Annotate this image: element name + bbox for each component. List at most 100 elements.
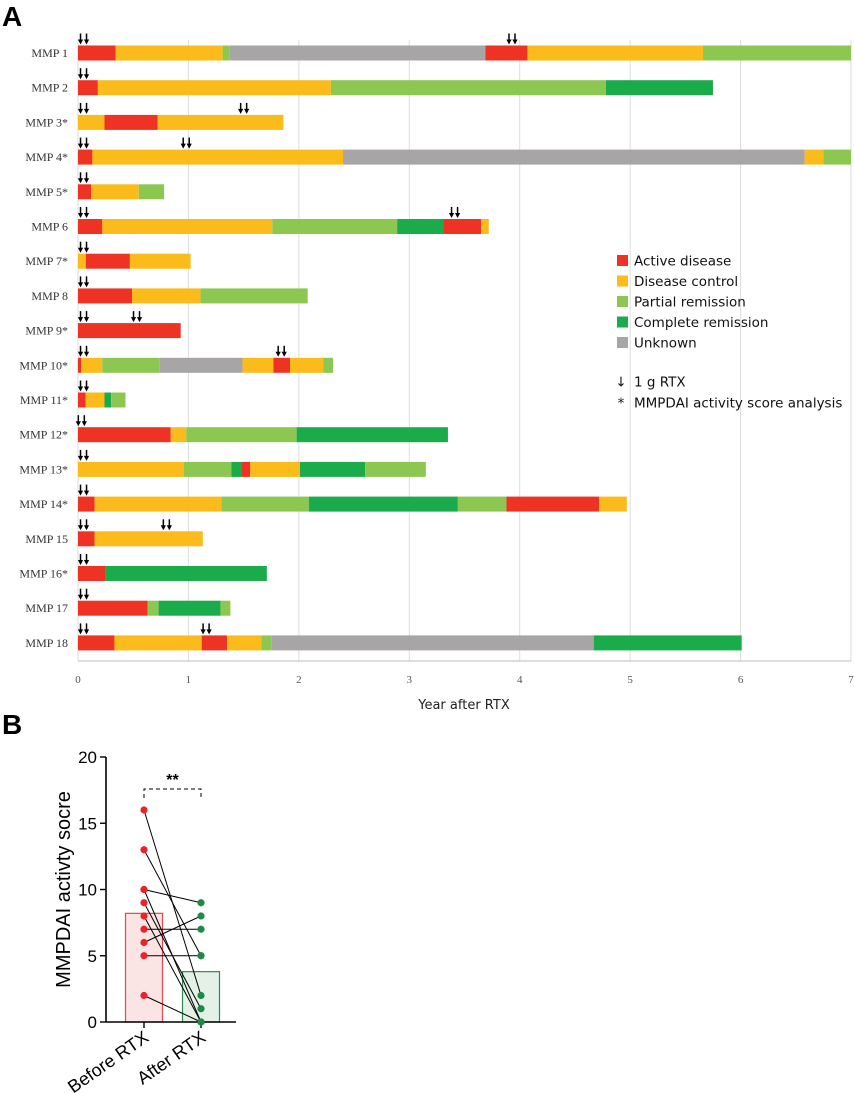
segment-control — [132, 288, 201, 304]
segment-control — [599, 496, 627, 512]
rtx-arrow-head — [83, 525, 90, 531]
segment-active — [78, 288, 133, 304]
panel-a-bars — [78, 45, 851, 651]
segment-complete — [158, 600, 221, 616]
rtx-arrow-head — [83, 143, 90, 149]
pair-line — [143, 889, 202, 904]
segment-control — [94, 496, 222, 512]
rtx-arrow-head — [83, 39, 90, 45]
panel-a-x-axis-title: Year after RTX — [417, 698, 510, 713]
legend-note: 1 g RTX — [634, 375, 686, 391]
segment-control — [290, 357, 324, 373]
after-point — [197, 1018, 205, 1026]
segment-active — [78, 392, 86, 408]
segment-active — [78, 219, 103, 234]
segment-partial — [272, 219, 398, 234]
rtx-arrow-head — [83, 351, 90, 357]
segment-control — [157, 114, 284, 130]
segment-complete — [308, 496, 458, 512]
rtx-arrow-head — [77, 525, 84, 531]
b-y-tick-label: 20 — [78, 748, 97, 767]
legend-swatch-active — [617, 255, 628, 266]
segment-active — [201, 635, 228, 651]
segment-partial — [261, 635, 272, 651]
legend-label-partial: Partial remission — [634, 295, 746, 311]
panel-a-rtx-arrows — [75, 33, 518, 635]
patient-label: MMP 8 — [31, 289, 68, 303]
segment-partial — [138, 184, 165, 200]
pair-line — [143, 915, 202, 1023]
rtx-arrow-head — [512, 39, 518, 45]
x-tick-label: 2 — [296, 674, 302, 686]
rtx-arrow-head — [77, 351, 84, 357]
segment-partial — [147, 600, 159, 616]
segment-active — [78, 357, 82, 373]
rtx-arrow — [77, 449, 90, 461]
x-tick-label: 4 — [517, 674, 523, 686]
segment-active — [78, 45, 116, 61]
rtx-arrow — [506, 33, 518, 45]
rtx-arrow — [75, 415, 87, 427]
segment-active — [273, 357, 291, 373]
panel-a-x-axis: 0 1 2 3 4 5 6 7 — [75, 660, 854, 686]
patient-label: MMP 9* — [25, 324, 68, 338]
patient-label: MMP 1 — [31, 46, 68, 60]
rtx-arrow — [180, 137, 192, 149]
rtx-arrow — [77, 484, 90, 496]
rtx-arrow — [77, 345, 90, 357]
rtx-arrow — [77, 137, 90, 149]
panel-b-letter: B — [2, 709, 22, 740]
rtx-arrow — [77, 311, 90, 323]
rtx-arrow-head — [180, 143, 186, 149]
segment-complete — [104, 392, 112, 408]
patient-label: MMP 2 — [31, 81, 68, 95]
after-point — [197, 991, 205, 1000]
before-point — [140, 885, 148, 894]
x-tick-label: 3 — [407, 674, 413, 686]
legend-asterisk: * — [618, 396, 625, 412]
rtx-arrow — [77, 623, 90, 635]
segment-control — [81, 357, 103, 373]
panel-a-legend: Active disease Disease control Partial rem… — [615, 254, 842, 412]
legend-rtx-arrow-icon: ↓ — [615, 375, 626, 391]
rtx-arrow-head — [83, 282, 90, 288]
patient-label: MMP 12* — [19, 428, 68, 442]
after-point — [197, 1005, 205, 1013]
b-y-tick-label: 10 — [78, 881, 97, 900]
segment-control — [115, 45, 223, 61]
before-point — [140, 925, 148, 933]
segment-active — [104, 114, 158, 130]
before-point — [140, 938, 148, 947]
patient-label: MMP 11* — [20, 393, 68, 407]
segment-control — [804, 149, 824, 165]
rtx-arrow-head — [77, 74, 84, 80]
x-tick-label: 0 — [75, 674, 81, 686]
segment-partial — [330, 80, 606, 96]
rtx-arrow-head — [281, 351, 287, 357]
segment-active — [78, 635, 115, 651]
rtx-arrow-head — [160, 525, 166, 531]
patient-label: MMP 13* — [19, 462, 68, 476]
rtx-arrow-head — [83, 247, 90, 253]
rtx-arrow — [77, 102, 90, 114]
rtx-arrow-head — [166, 525, 172, 531]
rtx-arrow-head — [186, 143, 192, 149]
segment-active — [78, 427, 171, 443]
rtx-arrow — [77, 172, 90, 184]
patient-label: MMP 14* — [19, 497, 68, 511]
b-category-label: Before RTX — [64, 1027, 152, 1093]
rtx-arrow-head — [77, 247, 84, 253]
rtx-arrow-head — [506, 39, 512, 45]
rtx-arrow — [77, 588, 90, 600]
panel-a-row-labels: MMP 1 MMP 2 MMP 3* MMP 4* MMP 5* MMP 6 MMP 7* M… — [19, 46, 68, 650]
rtx-arrow — [130, 311, 143, 323]
b-y-tick-label: 0 — [88, 1013, 97, 1032]
rtx-arrow — [77, 276, 90, 288]
rtx-arrow-head — [136, 317, 143, 323]
segment-partial — [186, 427, 297, 443]
segment-control — [85, 392, 105, 408]
rtx-arrow-head — [77, 282, 84, 288]
segment-partial — [703, 45, 851, 61]
segment-active — [241, 461, 251, 477]
segment-complete — [593, 635, 742, 651]
